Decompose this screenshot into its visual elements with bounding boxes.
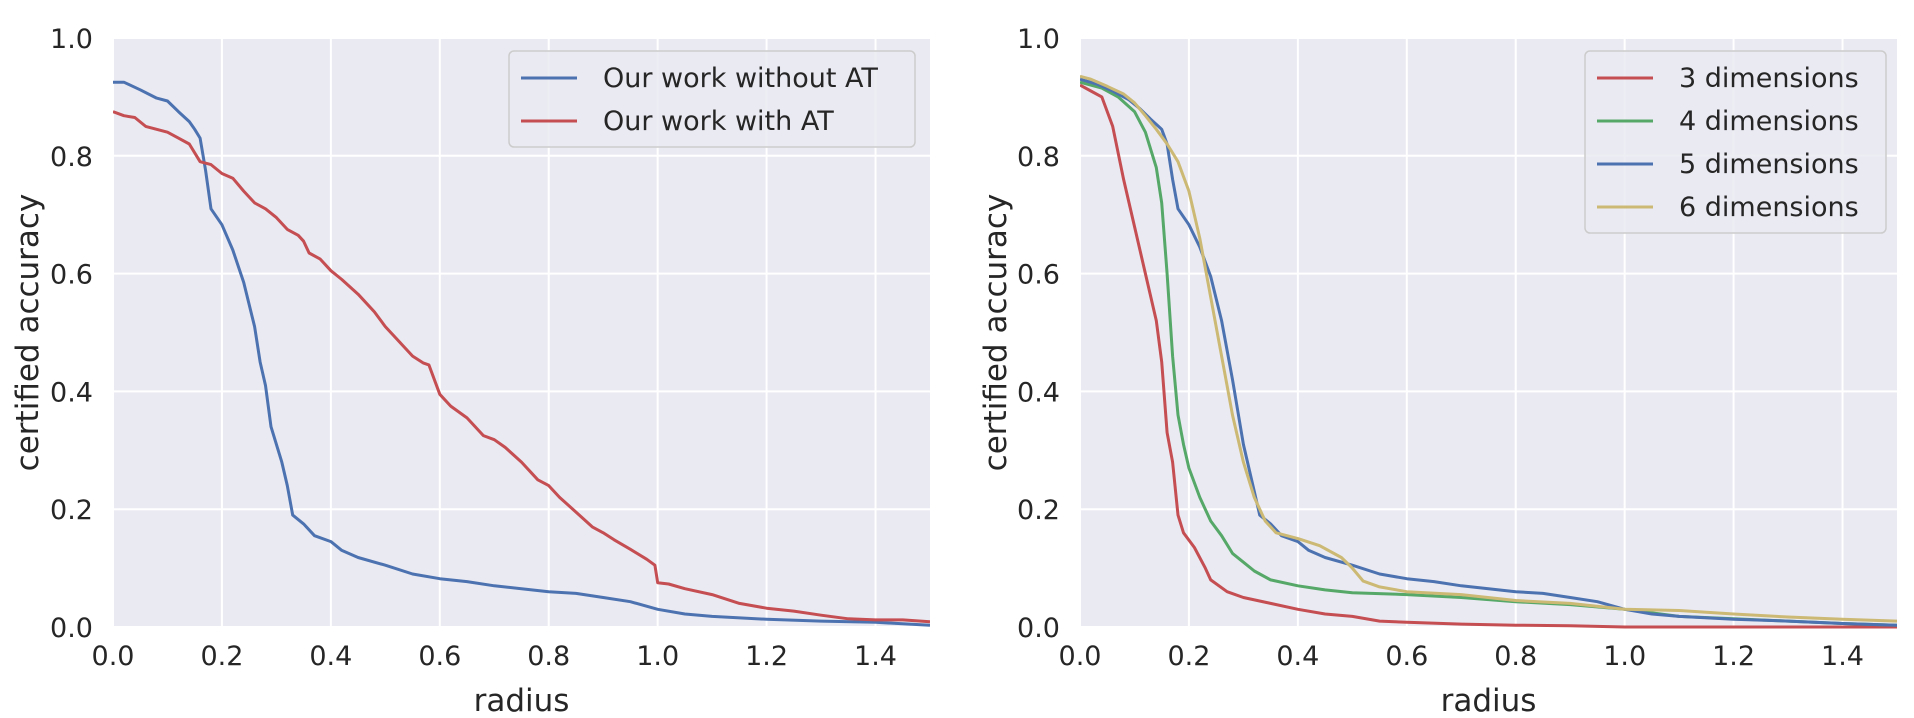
series-line-our-work-with-at (113, 110, 930, 624)
series-line-6-dimensions (1080, 74, 1897, 623)
y-tick-label: 0.0 (50, 613, 93, 644)
y-tick-label: 0.8 (1017, 142, 1060, 173)
x-tick-label: 0.4 (309, 641, 352, 672)
y-tick-label: 0.0 (1017, 613, 1060, 644)
x-axis-label: radius (1441, 683, 1537, 718)
x-tick-label: 0.0 (92, 641, 135, 672)
x-tick-label: 0.0 (1059, 641, 1102, 672)
x-tick-label: 0.2 (200, 641, 243, 672)
x-tick-label: 0.4 (1276, 641, 1319, 672)
x-tick-label: 0.8 (1494, 641, 1537, 672)
y-axis-label: certified accuracy (978, 194, 1014, 472)
y-axis-label: certified accuracy (10, 194, 46, 472)
y-tick-label: 0.4 (1017, 377, 1060, 408)
x-tick-label: 0.6 (418, 641, 461, 672)
series-line-3-dimensions (1080, 83, 1897, 629)
x-axis-label: radius (474, 683, 570, 718)
x-tick-label: 1.2 (1712, 641, 1755, 672)
legend-label: 5 dimensions (1679, 149, 1859, 180)
legend-label: 4 dimensions (1679, 106, 1859, 137)
legend-label: 3 dimensions (1679, 63, 1859, 94)
y-tick-label: 1.0 (1017, 24, 1060, 55)
y-tick-label: 0.2 (1017, 495, 1060, 526)
legend-box (508, 50, 916, 148)
y-tick-label: 1.0 (50, 24, 93, 55)
y-tick-label: 0.6 (50, 260, 93, 291)
x-tick-label: 0.8 (527, 641, 570, 672)
legend-label: Our work without AT (603, 63, 878, 94)
y-tick-label: 0.2 (50, 495, 93, 526)
x-tick-label: 1.4 (854, 641, 897, 672)
y-tick-label: 0.6 (1017, 260, 1060, 291)
chart-right: 0.0 0.2 0.4 0.6 0.8 1.0 1.2 1.4 0.0 0.2 0.4 0.6 0.8 1… (978, 24, 1897, 718)
x-tick-label: 1.0 (1603, 641, 1646, 672)
series-line-our-work-without-at (113, 80, 930, 627)
y-tick-label: 0.8 (50, 142, 93, 173)
y-tick-label: 0.4 (50, 377, 93, 408)
series-line-5-dimensions (1080, 77, 1897, 627)
x-tick-label: 1.2 (745, 641, 788, 672)
legend-box (1584, 50, 1887, 234)
x-tick-label: 1.0 (636, 641, 679, 672)
legend-label: 6 dimensions (1679, 192, 1859, 223)
legend-label: Our work with AT (603, 106, 834, 137)
x-tick-label: 0.6 (1385, 641, 1428, 672)
x-tick-label: 0.2 (1167, 641, 1210, 672)
x-tick-label: 1.4 (1821, 641, 1864, 672)
chart-left: 0.0 0.2 0.4 0.6 0.8 1.0 1.2 1.4 0.0 0.2 0.4 0.6 0.8 1… (10, 24, 930, 718)
